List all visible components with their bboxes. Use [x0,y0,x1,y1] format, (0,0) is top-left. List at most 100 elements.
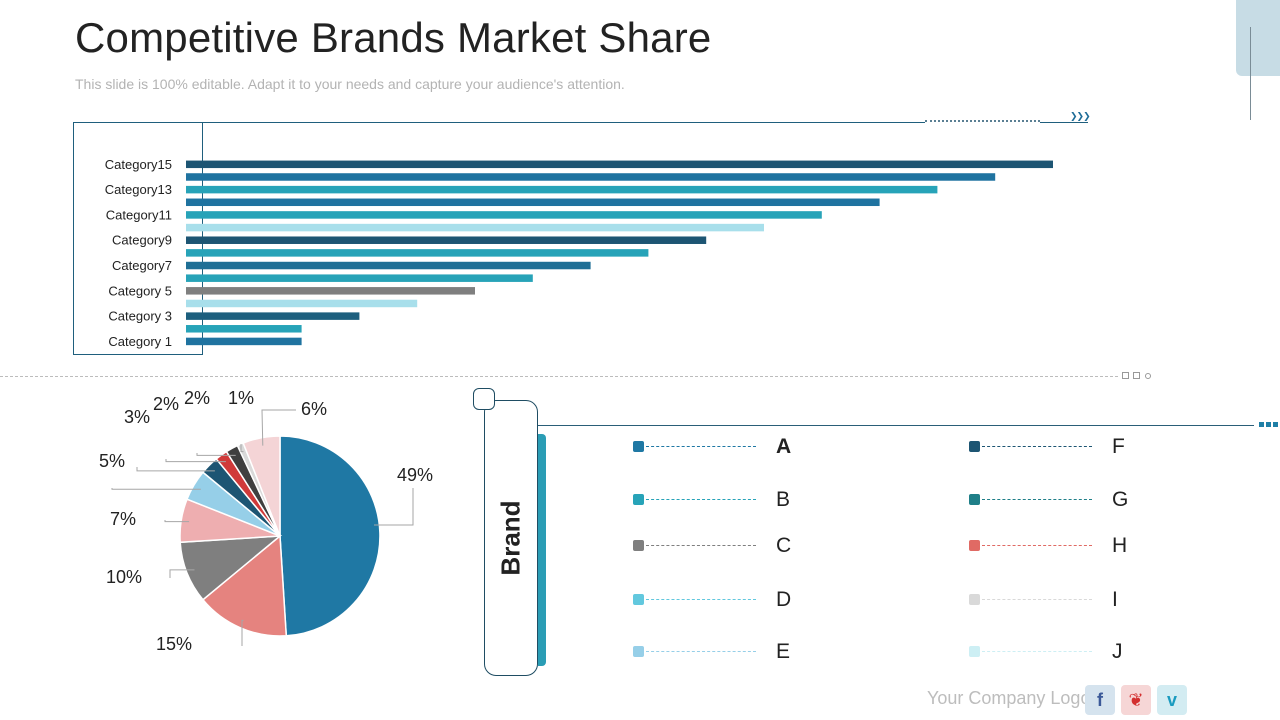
pie-data-label: 7% [110,509,136,529]
pie-data-label: 49% [397,465,433,485]
legend-label: D [776,588,792,611]
corner-decoration [1236,0,1280,76]
legend-dashed-line [646,545,756,546]
legend-label: C [776,534,792,557]
pie-data-label: 2% [153,394,179,414]
bar-chart-frame-dash [925,120,1040,122]
pie-data-label: 3% [124,407,150,427]
divider-square [1122,372,1129,379]
bar-category13 [186,185,938,194]
pie-slice-b [201,534,288,637]
pie-slice-a [279,435,381,637]
pie-data-label: 2% [184,388,210,408]
brand-box-tab [473,388,495,410]
legend-top-line [484,425,1254,426]
pie-data-label: 6% [301,399,327,419]
legend-swatch [633,646,644,657]
legend-dashed-line [982,651,1092,652]
divider-square [1133,372,1140,379]
legend-swatch [969,494,980,505]
pie-data-label: 10% [106,567,142,587]
bar-category3 [186,312,360,320]
legend-swatch [969,594,980,605]
pie-leader-line [164,520,190,523]
pie-data-label: 5% [99,451,125,471]
company-logo-text: Your Company Logo [927,688,1091,708]
bar-category4 [186,299,418,308]
pie-leader-line [196,453,236,456]
legend-swatch [969,646,980,657]
legend-heading: Brand [495,500,526,576]
bar-chart: Category 1 Category 3 Category 5 Category7 C… [105,157,1053,349]
legend-swatch [633,441,644,452]
bar-category8 [186,249,649,257]
legend-label: B [776,488,791,511]
legend-dashed-line [982,545,1092,546]
legend-swatch [969,540,980,551]
legend-dashed-line [646,446,756,447]
legend-label: J [1112,640,1123,663]
pie-slice-j [242,435,281,537]
legend-label: A [776,435,792,458]
legend-dashed-line [982,599,1092,600]
pie-data-label: 15% [156,634,192,654]
pie-leader-line [261,409,296,446]
dots-decoration [1259,422,1280,427]
pie-data-label: 1% [228,388,254,408]
bar-tick-label: Category11 [106,207,172,222]
brand-box [484,400,538,676]
legend-swatch [633,494,644,505]
pie-leader-line [165,459,226,463]
legend-label: E [776,640,791,663]
pie-leader-line [240,444,244,453]
chevrons-icon: ❯❯❯ [1070,111,1091,121]
legend-swatch [633,594,644,605]
pie-chart: 49%15%10%7%5%3%2% 2% 1%6% [99,388,433,654]
facebook-icon[interactable]: f [1085,685,1115,715]
bar-tick-label: Category 3 [108,309,172,324]
bar-category11 [186,211,822,219]
bar-tick-label: Category9 [112,233,172,248]
twitter-icon[interactable]: ❦ [1121,685,1151,715]
page-subtitle: This slide is 100% editable. Adapt it to… [75,76,625,92]
bar-chart-frame-tail [1040,122,1088,123]
bar-tick-label: Category15 [105,157,172,172]
bar-category14 [186,173,996,181]
legend-label: I [1112,588,1118,611]
bar-tick-label: Category13 [105,182,172,197]
bar-category1 [186,337,302,346]
bar-category12 [186,198,880,207]
pie-leader-line [136,467,215,472]
legend-swatch [633,540,644,551]
bar-chart-frame-top [203,122,925,123]
pie-leader-line [169,569,195,578]
bar-tick-label: Category7 [112,258,172,273]
corner-decoration-line [1250,27,1251,120]
pie-leader-line [241,619,244,646]
bar-category15 [186,160,1053,169]
bar-category5 [186,287,475,295]
brand-accent-bar [538,434,546,666]
section-divider [0,376,1118,377]
bar-tick-label: Category 1 [108,334,172,349]
bar-tick-label: Category 5 [108,283,172,298]
pie-leader-line [111,488,201,490]
legend-dashed-line [982,499,1092,500]
vimeo-icon[interactable]: v [1157,685,1187,715]
bar-category6 [186,274,533,282]
bar-category2 [186,325,302,333]
legend-swatch [969,441,980,452]
bar-category7 [186,261,591,270]
divider-circle [1145,373,1151,379]
legend-dashed-line [646,499,756,500]
page-title: Competitive Brands Market Share [75,14,712,61]
legend-label: G [1112,488,1129,511]
pie-leader-line [374,488,414,526]
bar-category9 [186,236,707,244]
bar-category10 [186,223,764,232]
legend-dashed-line [646,599,756,600]
legend-label: F [1112,435,1125,458]
legend-dashed-line [646,651,756,652]
legend-dashed-line [982,446,1092,447]
legend-label: H [1112,534,1128,557]
